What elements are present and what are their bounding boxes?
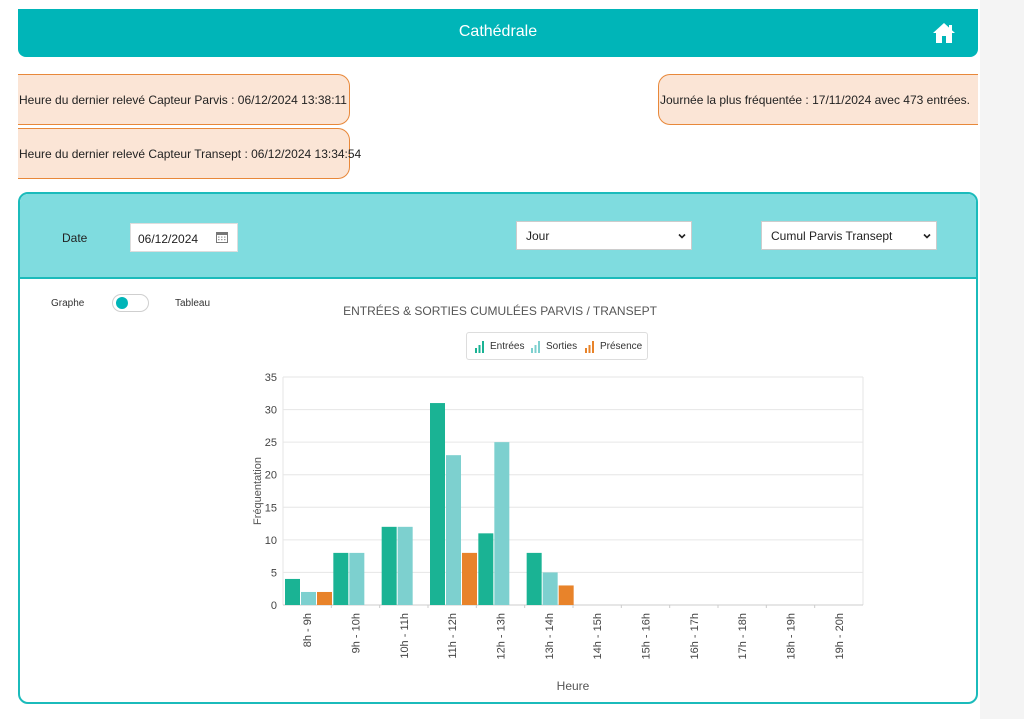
x-tick-label: 11h - 12h — [447, 613, 459, 659]
last-reading-parvis-text: Heure du dernier relevé Capteur Parvis :… — [19, 92, 347, 107]
view-toggle[interactable] — [112, 294, 149, 312]
last-reading-parvis: Heure du dernier relevé Capteur Parvis :… — [18, 74, 350, 125]
y-tick-label: 25 — [265, 437, 277, 449]
bar-entrees — [478, 533, 494, 605]
period-select-value: Jour — [526, 229, 550, 243]
bar-sorties — [397, 526, 413, 605]
toggle-label-tableau: Tableau — [175, 298, 211, 309]
bar-sorties — [542, 572, 558, 605]
bar-chart-icon — [531, 341, 540, 353]
x-tick-label: 8h - 9h — [302, 613, 314, 647]
source-select-value: Cumul Parvis Transept — [771, 229, 893, 243]
y-axis-title: Fréquentation — [252, 457, 264, 525]
bar-chart: 0 5 10 15 20 25 30 35 8h - 9h 9h - 10h 10h - 11h 11… — [252, 372, 864, 693]
y-tick-label: 15 — [265, 502, 277, 514]
date-input[interactable]: 06/12/2024 — [130, 223, 238, 252]
date-label: Date — [62, 231, 88, 245]
x-tick-label: 15h - 16h — [641, 613, 653, 659]
page-title: Cathédrale — [458, 23, 538, 40]
x-tick-label: 12h - 13h — [496, 613, 508, 659]
chevron-down-icon — [678, 233, 686, 239]
bar-chart-icon — [475, 341, 484, 353]
y-tick-label: 30 — [265, 405, 277, 417]
bar-sorties — [494, 442, 510, 605]
chart-title: ENTRÉES & SORTIES CUMULÉES PARVIS / TRAN… — [343, 304, 657, 318]
toggle-label-graphe: Graphe — [51, 298, 85, 309]
filter-bar: Date 06/12/2024 Jour Cumul Parvis Transe… — [20, 194, 976, 279]
chevron-down-icon — [923, 233, 931, 239]
y-tick-label: 35 — [265, 372, 277, 384]
x-tick-label: 13h - 14h — [544, 613, 556, 659]
chart-legend: Entrées Sorties Présence — [466, 332, 648, 360]
bar-entrees — [526, 552, 542, 605]
period-select[interactable]: Jour — [516, 221, 692, 250]
y-tick-label: 5 — [271, 567, 277, 579]
y-tick-label: 0 — [271, 600, 277, 612]
y-tick-label: 20 — [265, 470, 277, 482]
bar-sorties — [446, 455, 461, 605]
legend-label-sorties: Sorties — [546, 341, 578, 352]
bar-entrees — [333, 552, 349, 605]
busiest-day-text: Journée la plus fréquentée : 17/11/2024 … — [660, 92, 971, 107]
x-tick-label: 14h - 15h — [592, 613, 604, 659]
bar-chart-icon — [585, 341, 594, 353]
x-tick-label: 18h - 19h — [786, 613, 798, 659]
stats-panel: Date 06/12/2024 Jour Cumul Parvis Transe… — [18, 192, 978, 704]
bar-entrees — [285, 578, 300, 605]
source-select[interactable]: Cumul Parvis Transept — [761, 221, 937, 250]
bar-presence — [462, 552, 477, 605]
legend-label-presence: Présence — [600, 341, 643, 352]
x-tick-label: 17h - 18h — [737, 613, 749, 659]
home-icon[interactable] — [931, 20, 957, 46]
y-tick-label: 10 — [265, 535, 277, 547]
x-axis-title: Heure — [557, 679, 590, 693]
bar-presence — [558, 585, 574, 605]
legend-label-entrees: Entrées — [490, 341, 525, 352]
last-reading-transept-text: Heure du dernier relevé Capteur Transept… — [19, 146, 362, 161]
x-tick-label: 19h - 20h — [834, 613, 846, 659]
date-value: 06/12/2024 — [138, 232, 199, 246]
last-reading-transept: Heure du dernier relevé Capteur Transept… — [18, 128, 361, 179]
bar-presence — [317, 591, 332, 605]
header-bar: Cathédrale — [18, 9, 978, 57]
bar-entrees — [381, 526, 397, 605]
busiest-day-info: Journée la plus fréquentée : 17/11/2024 … — [658, 74, 978, 125]
x-tick-label: 9h - 10h — [351, 613, 363, 653]
bar-entrees — [430, 403, 445, 605]
toggle-knob — [116, 297, 128, 309]
x-tick-label: 10h - 11h — [399, 613, 411, 659]
bar-sorties — [349, 552, 365, 605]
calendar-icon[interactable] — [216, 231, 228, 243]
bar-sorties — [301, 591, 316, 605]
x-tick-label: 16h - 17h — [689, 613, 701, 659]
